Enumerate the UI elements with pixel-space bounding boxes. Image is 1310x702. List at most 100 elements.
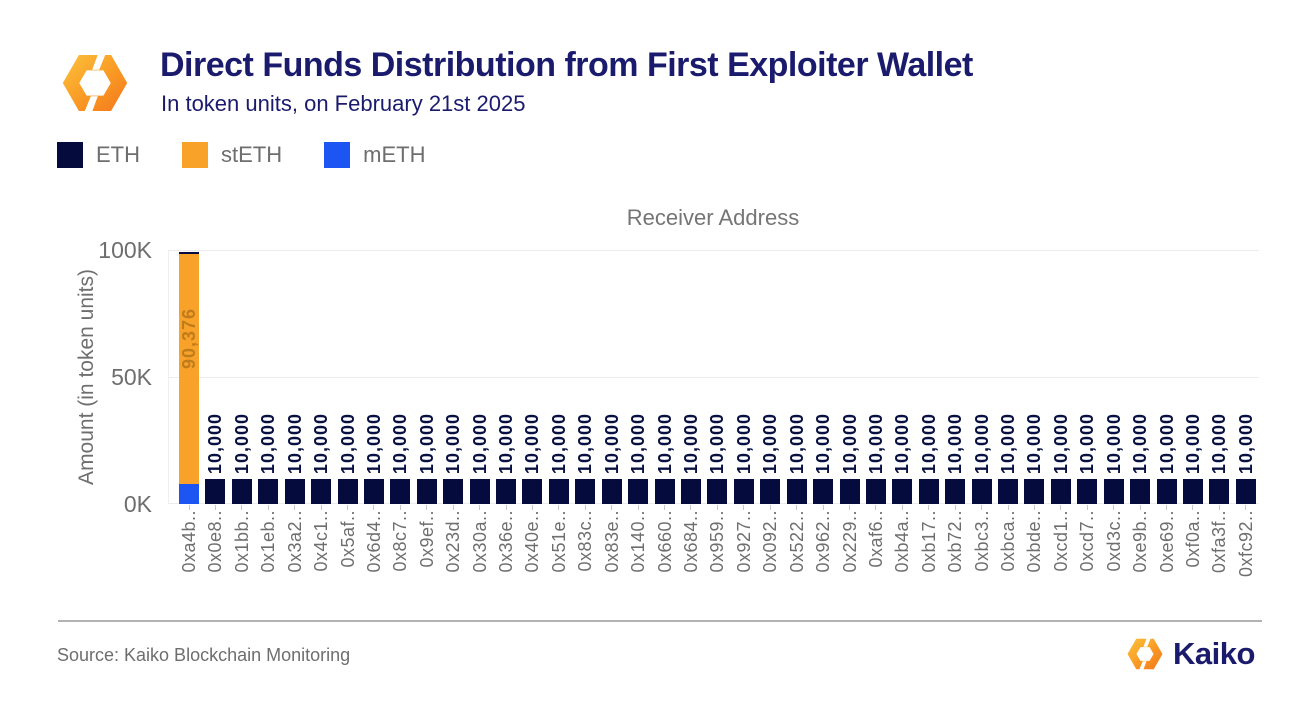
y-tick-label-100k: 100K [98, 237, 152, 263]
bar-value-label-text: 10,000 [1050, 412, 1071, 474]
x-tick-label: 0x684.. [678, 510, 704, 573]
bar-value-label: 10,000 [625, 413, 651, 474]
x-tick-label: 0xb17.. [916, 510, 942, 573]
bar-value-label-text: 10,000 [1235, 412, 1256, 474]
bar-value-label: 10,000 [282, 413, 308, 474]
bar-segment-eth [363, 478, 384, 504]
chart-title: Receiver Address [626, 205, 800, 230]
bar-segment-eth [1156, 478, 1177, 504]
x-tick-label-text: 0x684.. [680, 510, 701, 573]
bar-segment-eth [1024, 478, 1045, 504]
x-tick-label: 0xe69.. [1154, 510, 1180, 573]
legend-swatch-icon [324, 142, 351, 168]
bar-segment-eth [179, 251, 199, 255]
bar-segment-eth [1209, 478, 1230, 504]
bar-value-label: 10,000 [652, 413, 678, 474]
bar-value-label: 10,000 [546, 413, 572, 474]
bar-value-label: 10,000 [440, 413, 466, 474]
bar-value-label-text: 10,000 [1209, 412, 1230, 474]
bar-value-label-text: 10,000 [892, 412, 913, 474]
bar-segment-eth [575, 478, 596, 504]
bar-segment-eth [918, 478, 939, 504]
y-tick-label-50k: 50K [111, 364, 152, 390]
bar-value-label: 10,000 [1127, 413, 1153, 474]
kaiko-wordmark: Kaiko [1173, 636, 1255, 671]
x-tick-label-text: 0x660.. [654, 510, 675, 573]
bar-value-label-text: 10,000 [443, 412, 464, 474]
bar-segment-eth [839, 478, 860, 504]
bar-value-label: 10,000 [414, 413, 440, 474]
bar-value-label: 10,000 [229, 413, 255, 474]
bar-value-label-text: 10,000 [1182, 412, 1203, 474]
bar-value-label-text: 10,000 [1103, 412, 1124, 474]
x-axis-tick [1060, 505, 1062, 510]
x-axis-tick [1007, 505, 1009, 510]
bar-segment-eth [496, 478, 517, 504]
bar-segment-eth [1130, 478, 1151, 504]
bar-segment-eth [998, 478, 1019, 504]
bar-value-label: 10,000 [493, 413, 519, 474]
bar-value-label: 10,000 [467, 413, 493, 474]
x-tick-label: 0x4c1.. [308, 510, 334, 572]
x-tick-label-text: 0xe69.. [1156, 510, 1177, 573]
bar-segment-eth [654, 478, 675, 504]
x-tick-label: 0x3a2.. [282, 510, 308, 573]
gridline-100k [169, 250, 1259, 251]
x-tick-label: 0xaf6.. [863, 510, 889, 568]
bar-value-label-text: 10,000 [258, 412, 279, 474]
bar-value-label-text: 10,000 [839, 412, 860, 474]
x-tick-label-text: 0x229.. [839, 510, 860, 573]
bar-value-label: 10,000 [519, 413, 545, 474]
x-tick-label-text: 0x0e8.. [205, 510, 226, 573]
x-axis-tick [531, 505, 533, 510]
bar-value-label: 10,000 [255, 413, 281, 474]
bar-value-label-text: 10,000 [998, 412, 1019, 474]
x-tick-label-text: 0xb17.. [918, 510, 939, 573]
bar-segment-eth [548, 478, 569, 504]
x-tick-label: 0x83c.. [572, 510, 598, 572]
footer-divider [58, 620, 1262, 622]
x-tick-label-text: 0x959.. [707, 510, 728, 573]
bar-value-label: 10,000 [572, 413, 598, 474]
bar-value-label-text: 10,000 [1077, 412, 1098, 474]
bar-value-label: 10,000 [1074, 413, 1100, 474]
x-tick-label-text: 0x40e.. [522, 510, 543, 573]
bar-value-label: 10,000 [1180, 413, 1206, 474]
x-tick-label-text: 0xbca.. [998, 510, 1019, 572]
bar-value-label: 10,000 [308, 413, 334, 474]
x-tick-label: 0xe9b.. [1127, 510, 1153, 573]
x-tick-label-text: 0xbde.. [1024, 510, 1045, 573]
x-tick-label: 0x83e.. [599, 510, 625, 573]
x-tick-label-text: 0xe9b.. [1130, 510, 1151, 573]
page-subtitle: In token units, on February 21st 2025 [161, 91, 526, 116]
bar-value-label: 10,000 [361, 413, 387, 474]
x-tick-label-text: 0x30a.. [469, 510, 490, 573]
x-axis-tick [1033, 505, 1035, 510]
x-tick-label-text: 0x1bb.. [231, 510, 252, 573]
x-tick-label: 0x0e8.. [202, 510, 228, 573]
bar-segment-eth [231, 478, 252, 504]
x-tick-label-text: 0x83e.. [601, 510, 622, 573]
plot-area: 0xa4b..90,3760x0e8..10,0000x1bb..10,0000… [168, 250, 1259, 577]
x-tick-label: 0xbc3.. [969, 510, 995, 572]
bar-value-label: 10,000 [731, 413, 757, 474]
x-axis-tick [584, 505, 586, 510]
bar-segment-meth [179, 483, 199, 504]
bar-value-label: 10,000 [784, 413, 810, 474]
x-tick-label: 0x229.. [837, 510, 863, 573]
bar-segment-eth [416, 478, 437, 504]
x-tick-label: 0x6d4.. [361, 510, 387, 573]
x-tick-label-text: 0x092.. [760, 510, 781, 573]
x-tick-label: 0x23d.. [440, 510, 466, 573]
x-axis-tick [188, 505, 190, 510]
bar-segment-eth [733, 478, 754, 504]
bar-value-label-text: 10,000 [707, 412, 728, 474]
gridline-50k [169, 377, 1259, 378]
bar-segment-eth [1103, 478, 1124, 504]
bar-segment-eth [205, 478, 226, 504]
x-axis-tick [294, 505, 296, 510]
bar-value-label: 10,000 [942, 413, 968, 474]
x-tick-label-text: 0xbc3.. [971, 510, 992, 572]
x-tick-label-text: 0x83c.. [575, 510, 596, 572]
bar-value-label: 10,000 [810, 413, 836, 474]
